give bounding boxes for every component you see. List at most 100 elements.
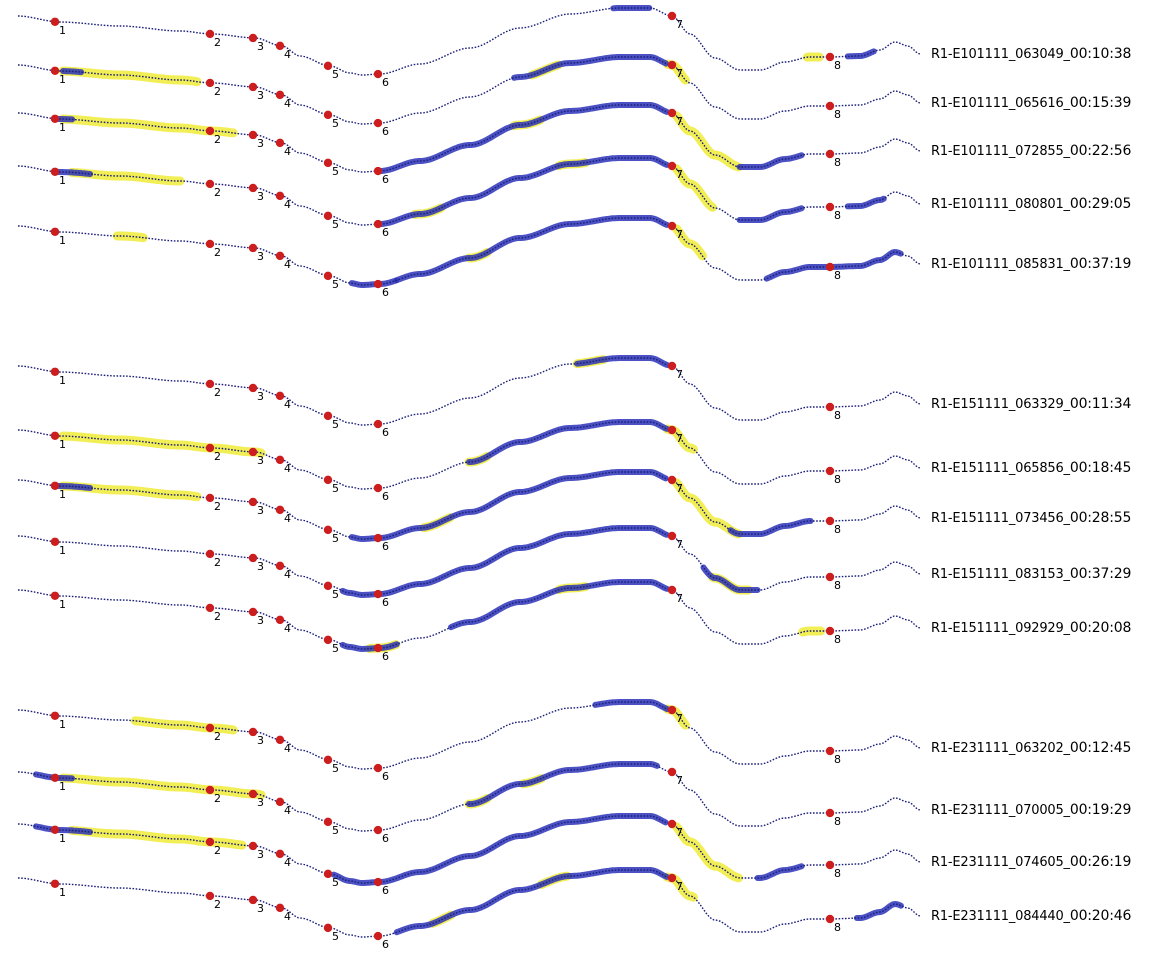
highlight-segment (677, 827, 739, 878)
dense-segment (397, 870, 667, 932)
waypoint-marker (374, 878, 382, 886)
waypoint-label: 8 (834, 269, 841, 282)
waypoint-label: 5 (332, 762, 339, 775)
waypoint-label: 3 (257, 848, 264, 861)
waypoint-label: 5 (332, 930, 339, 943)
waypoint-label: 5 (332, 588, 339, 601)
waypoint-marker (826, 53, 834, 61)
highlight-segment (677, 483, 739, 534)
waypoint-marker (276, 252, 284, 260)
waypoint-marker (374, 484, 382, 492)
waypoint-marker (249, 384, 257, 392)
run-id: R1-E101111_063049_ (931, 47, 1070, 62)
waypoint-label: 5 (332, 278, 339, 291)
dense-segment (740, 208, 802, 220)
waypoint-label: 7 (676, 115, 683, 128)
waypoint-marker (374, 220, 382, 228)
waypoint-label: 6 (382, 884, 389, 897)
dense-segment (740, 155, 802, 167)
run-duration: 00:37:19 (1070, 256, 1131, 272)
waypoint-label: 5 (332, 642, 339, 655)
waypoint-label: 4 (284, 804, 291, 817)
waypoint-marker (206, 786, 214, 794)
waypoint-label: 1 (59, 174, 66, 187)
waypoint-marker (668, 586, 676, 594)
waypoint-marker (668, 426, 676, 434)
waypoint-label: 1 (59, 544, 66, 557)
run-id: R1-E101111_065616_ (931, 96, 1070, 111)
waypoint-marker (51, 368, 59, 376)
waypoint-marker (249, 448, 257, 456)
waypoint-label: 3 (257, 614, 264, 627)
waypoint-marker (249, 728, 257, 736)
track-line (18, 358, 920, 425)
waypoint-marker (206, 892, 214, 900)
waypoint-marker (826, 573, 834, 581)
run-label: R1-E151111_083153_00:37:29 (931, 566, 1131, 582)
waypoint-label: 5 (332, 824, 339, 837)
waypoint-label: 8 (834, 156, 841, 169)
waypoint-label: 2 (214, 792, 221, 805)
dense-segment (514, 57, 666, 78)
waypoint-marker (374, 119, 382, 127)
waypoint-label: 5 (332, 482, 339, 495)
waypoint-marker (324, 159, 332, 167)
waypoint-label: 1 (59, 234, 66, 247)
waypoint-label: 5 (332, 218, 339, 231)
waypoint-marker (276, 392, 284, 400)
track-line (18, 870, 920, 937)
waypoint-marker (249, 498, 257, 506)
waypoint-marker (206, 240, 214, 248)
waypoint-marker (51, 592, 59, 600)
waypoint-marker (668, 874, 676, 882)
waypoint-label: 5 (332, 117, 339, 130)
waypoint-label: 1 (59, 780, 66, 793)
waypoint-marker (826, 467, 834, 475)
run-label: R1-E101111_065616_00:15:39 (931, 95, 1131, 111)
waypoint-marker (826, 517, 834, 525)
run-label: R1-E151111_065856_00:18:45 (931, 460, 1131, 476)
waypoint-label: 6 (382, 540, 389, 553)
waypoint-label: 4 (284, 97, 291, 110)
run-id: R1-E101111_072855_ (931, 144, 1070, 159)
waypoint-label: 8 (834, 108, 841, 121)
waypoint-label: 6 (382, 938, 389, 951)
waypoint-marker (276, 616, 284, 624)
waypoint-marker (668, 61, 676, 69)
waypoint-marker (374, 70, 382, 78)
waypoint-marker (374, 826, 382, 834)
waypoint-label: 8 (834, 753, 841, 766)
waypoint-label: 7 (676, 18, 683, 31)
run-duration: 00:22:56 (1070, 143, 1131, 159)
waypoint-label: 1 (59, 488, 66, 501)
run-id: R1-E151111_083153_ (931, 567, 1070, 582)
dense-segment (379, 105, 667, 171)
run-label: R1-E151111_092929_00:20:08 (931, 620, 1131, 636)
waypoint-marker (206, 838, 214, 846)
waypoint-marker (668, 222, 676, 230)
waypoint-label: 2 (214, 610, 221, 623)
waypoint-marker (826, 403, 834, 411)
dense-segment (857, 904, 901, 918)
run-id: R1-E101111_080801_ (931, 197, 1070, 212)
run-duration: 00:11:34 (1070, 396, 1131, 412)
waypoint-marker (249, 896, 257, 904)
waypoint-label: 3 (257, 504, 264, 517)
waypoint-marker (324, 62, 332, 70)
run-id: R1-E151111_063329_ (931, 397, 1070, 412)
waypoint-label: 3 (257, 137, 264, 150)
run-label: R1-E101111_080801_00:29:05 (931, 196, 1131, 212)
waypoint-marker (51, 482, 59, 490)
waypoint-label: 2 (214, 85, 221, 98)
waypoint-marker (276, 139, 284, 147)
run-id: R1-E151111_065856_ (931, 461, 1070, 476)
waypoint-marker (826, 861, 834, 869)
waypoint-label: 6 (382, 426, 389, 439)
dense-segment (469, 764, 657, 804)
